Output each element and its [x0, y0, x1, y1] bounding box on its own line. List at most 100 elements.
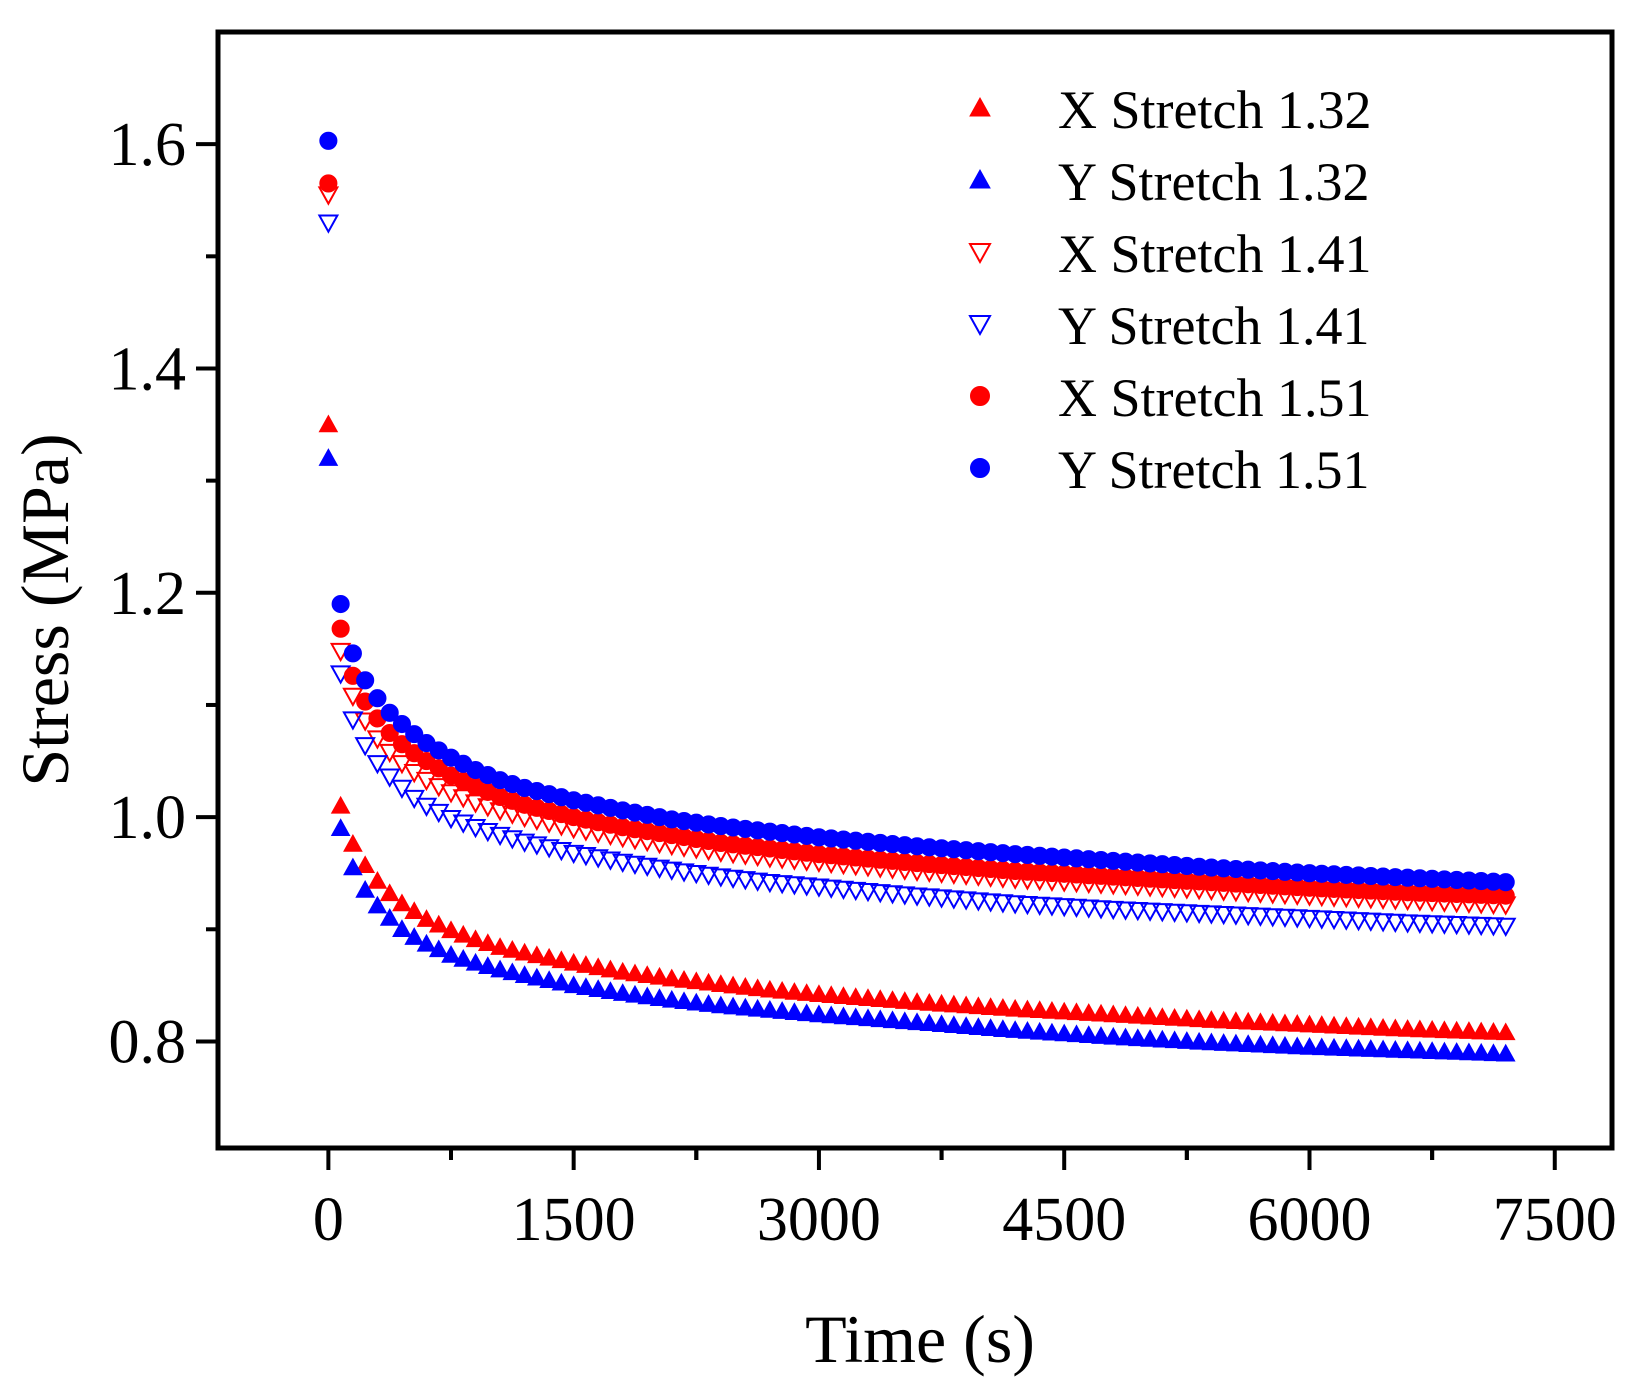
data-point: [993, 1019, 1013, 1037]
data-point: [391, 779, 413, 800]
data-point: [870, 1009, 891, 1028]
data-point: [759, 873, 781, 894]
data-point: [453, 948, 474, 967]
data-point: [686, 971, 707, 990]
data-point: [1410, 1019, 1430, 1038]
data-point: [833, 1006, 854, 1025]
data-point-initial: [318, 414, 339, 433]
axis-ticks: [196, 142, 1557, 1170]
series-x-stretch-1_51: [319, 174, 1515, 905]
data-point: [858, 988, 878, 1006]
data-point: [1458, 916, 1480, 936]
data-point: [1311, 1037, 1332, 1056]
data-point: [968, 996, 989, 1015]
data-point: [392, 893, 412, 912]
data-point: [501, 830, 524, 850]
data-point: [1004, 895, 1026, 915]
data-point: [1177, 1008, 1197, 1027]
data-point: [404, 901, 425, 920]
data-point: [1397, 1019, 1418, 1037]
data-point: [355, 855, 376, 874]
data-point: [1066, 1002, 1087, 1021]
data-point: [1434, 1020, 1455, 1039]
data-point: [1212, 905, 1235, 926]
data-point: [820, 879, 842, 899]
data-point: [1496, 873, 1515, 892]
y-tick-label: 1.0: [109, 784, 187, 852]
data-point: [919, 1013, 940, 1032]
data-point: [1189, 1009, 1209, 1028]
data-point-initial: [319, 174, 338, 193]
data-point: [378, 743, 401, 764]
data-point: [686, 992, 707, 1011]
data-point: [514, 965, 535, 983]
data-point: [1348, 1016, 1369, 1035]
legend-marker: [969, 168, 991, 189]
data-point: [697, 866, 720, 886]
data-point: [355, 880, 376, 898]
data-point: [416, 909, 437, 927]
data-point: [1140, 1006, 1160, 1025]
data-point: [527, 945, 547, 964]
data-point: [392, 735, 412, 754]
data-point: [465, 952, 486, 971]
data-point: [502, 940, 523, 958]
data-point: [330, 818, 351, 837]
data-point: [416, 933, 437, 952]
data-point: [1250, 1012, 1271, 1031]
data-point: [378, 768, 401, 788]
data-point: [539, 947, 559, 966]
data-point: [931, 1014, 952, 1033]
data-point: [1115, 1005, 1136, 1023]
x-tick-label: 7500: [1493, 1186, 1617, 1254]
data-point: [1324, 1015, 1344, 1034]
legend-item: Y Stretch 1.51: [970, 440, 1369, 500]
data-point: [1115, 1027, 1136, 1046]
data-point: [980, 997, 1001, 1015]
data-point: [588, 979, 609, 997]
legend-label: Y Stretch 1.41: [1058, 296, 1369, 356]
plot-frame: [215, 29, 1615, 1151]
data-point: [1017, 1021, 1038, 1039]
data-point: [796, 983, 817, 1001]
data-point: [956, 1016, 976, 1035]
data-point: [1189, 1031, 1209, 1050]
x-tick-label: 1500: [512, 1186, 636, 1254]
y-tick-label: 1.6: [109, 111, 187, 179]
data-point: [392, 919, 412, 937]
data-point: [1152, 1029, 1173, 1048]
data-point: [1091, 1003, 1111, 1022]
data-point: [956, 995, 976, 1014]
data-point: [1225, 906, 1247, 926]
data-point: [1347, 912, 1370, 932]
data-point: [1201, 1010, 1222, 1028]
data-point: [783, 876, 806, 896]
data-point: [1066, 1024, 1087, 1043]
data-point: [980, 1018, 1001, 1036]
data-point: [1238, 1034, 1259, 1052]
data-point: [1213, 1033, 1234, 1051]
data-point: [599, 851, 622, 871]
data-point: [771, 875, 793, 895]
data-point: [784, 1002, 805, 1020]
data-point: [356, 671, 375, 690]
legend-marker: [968, 243, 992, 265]
data-point: [1433, 915, 1456, 935]
data-point: [1495, 917, 1517, 937]
data-point: [625, 963, 645, 982]
data-point: [330, 795, 351, 814]
data-point: [1201, 1032, 1222, 1051]
data-point: [1471, 1021, 1492, 1040]
data-point: [587, 849, 609, 869]
data-point: [428, 803, 450, 824]
data-point: [674, 991, 694, 1010]
data-point: [343, 857, 363, 876]
data-point: [415, 797, 438, 817]
data-point: [1298, 909, 1321, 930]
data-point: [857, 882, 879, 903]
data-point: [563, 975, 584, 994]
data-point: [1238, 1011, 1259, 1030]
data-point: [882, 990, 903, 1008]
data-point: [907, 1012, 927, 1031]
